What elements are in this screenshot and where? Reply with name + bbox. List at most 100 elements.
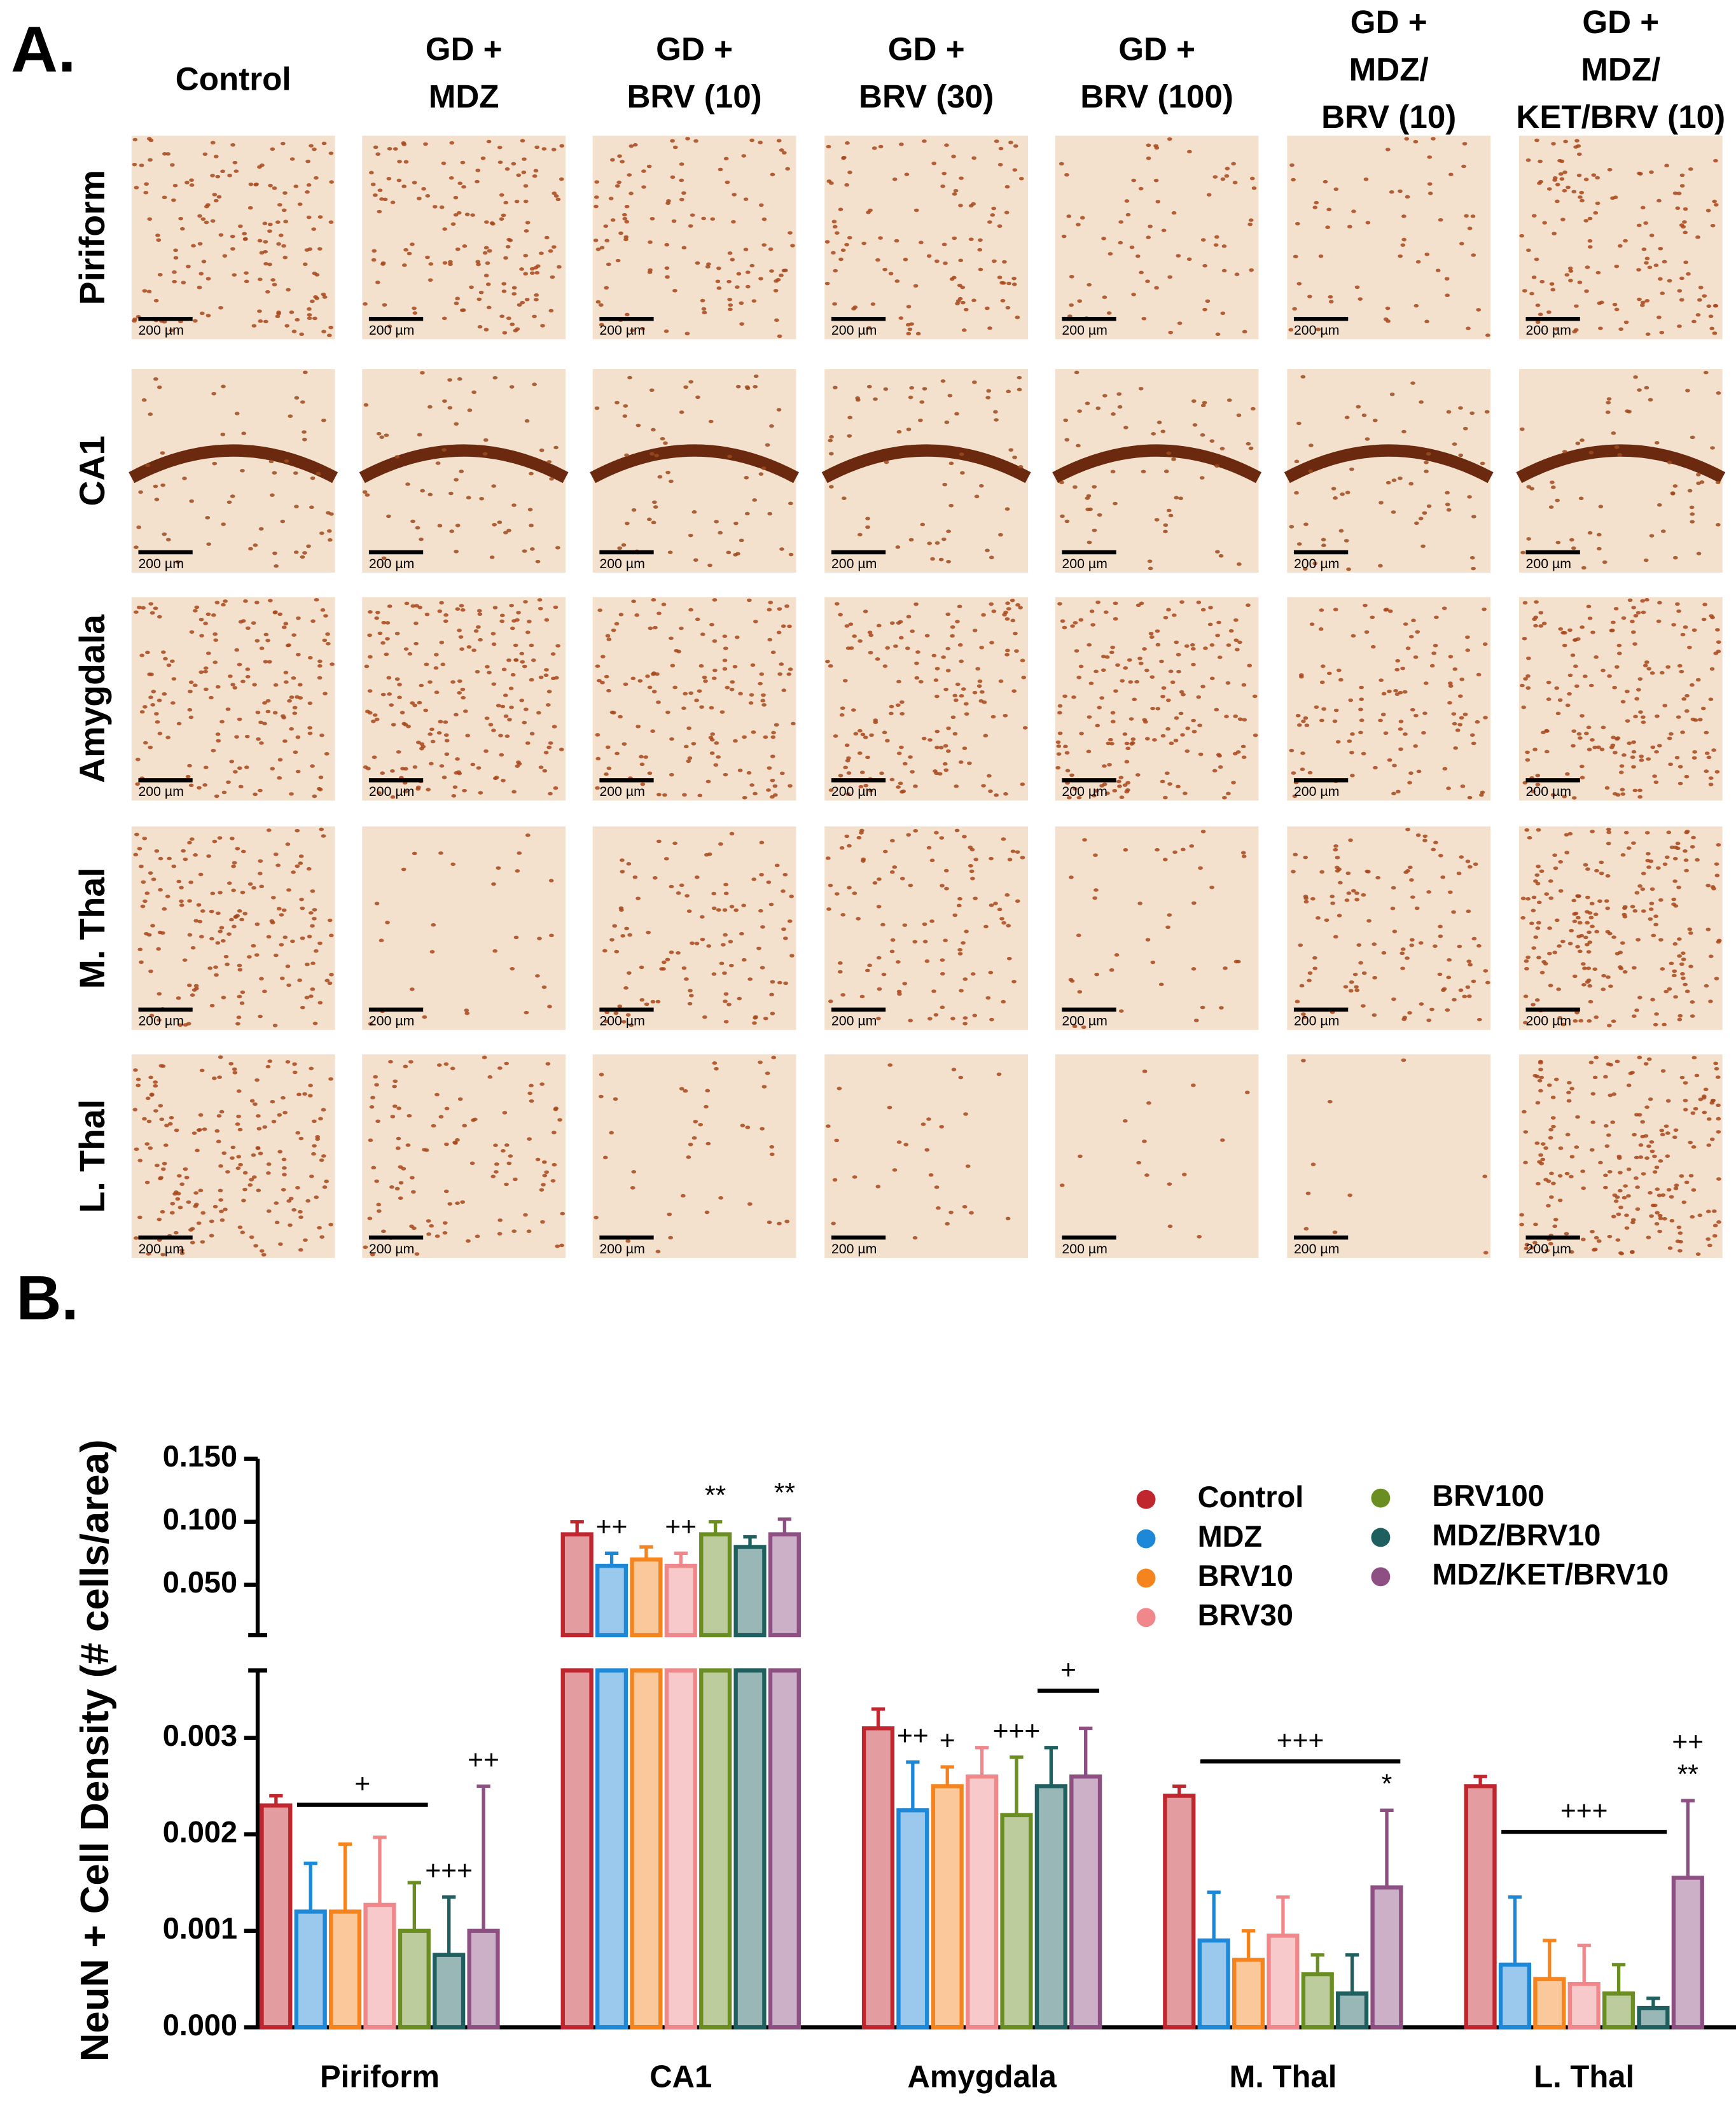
- cell: [761, 217, 767, 221]
- cell: [1471, 937, 1477, 941]
- cell: [511, 292, 517, 296]
- cell: [723, 646, 728, 650]
- cell: [514, 199, 520, 204]
- cell: [538, 765, 544, 769]
- cell: [496, 866, 501, 870]
- cell: [700, 632, 705, 636]
- cell: [1625, 719, 1630, 723]
- cell: [294, 396, 300, 400]
- cell: [605, 634, 611, 638]
- cell: [281, 1188, 286, 1192]
- cell: [307, 313, 312, 317]
- cell: [538, 606, 543, 611]
- cell: [1654, 1166, 1660, 1169]
- cell: [276, 242, 281, 246]
- cell: [1585, 895, 1590, 900]
- cell: [378, 938, 384, 942]
- cell: [462, 709, 468, 713]
- cell: [919, 400, 925, 404]
- cell: [1596, 1239, 1602, 1243]
- cell: [1431, 137, 1436, 141]
- cell: [162, 532, 167, 536]
- cell: [610, 158, 615, 162]
- cell: [1594, 930, 1600, 934]
- cell: [1168, 669, 1174, 673]
- cell: [751, 877, 757, 881]
- cell: [977, 247, 983, 252]
- error-bar: [639, 1545, 653, 1560]
- cell: [1373, 765, 1378, 770]
- cell: [681, 246, 687, 250]
- cell: [873, 720, 878, 725]
- cell: [1423, 681, 1429, 685]
- cell: [153, 298, 159, 303]
- cell: [688, 380, 693, 384]
- cell: [258, 1014, 263, 1019]
- cell: [1144, 1173, 1149, 1177]
- cell: [1635, 611, 1641, 615]
- cell: [1139, 270, 1144, 275]
- cell: [1630, 755, 1635, 759]
- cell: [286, 983, 291, 987]
- cell: [1547, 926, 1552, 930]
- cell: [617, 1004, 623, 1008]
- cell: [271, 896, 276, 900]
- cell: [158, 1176, 163, 1181]
- cell: [266, 1162, 272, 1166]
- cell: [845, 758, 851, 763]
- cell: [1624, 1226, 1630, 1230]
- cell: [972, 1014, 978, 1017]
- cell: [1426, 452, 1431, 456]
- cell: [441, 448, 447, 452]
- cell: [1292, 794, 1298, 798]
- cell: [1087, 282, 1092, 287]
- cell: [894, 239, 899, 243]
- cell: [602, 949, 608, 953]
- cell: [1001, 837, 1006, 841]
- cell: [1620, 788, 1625, 791]
- cell: [440, 662, 446, 667]
- cell: [507, 718, 512, 721]
- cell: [933, 1013, 939, 1017]
- cell: [1569, 1155, 1575, 1159]
- cell: [259, 646, 265, 650]
- cell: [1665, 1131, 1670, 1135]
- cell: [879, 771, 884, 776]
- cell: [646, 164, 652, 169]
- cell: [141, 606, 146, 610]
- cell: [1064, 519, 1070, 524]
- cell: [1011, 282, 1017, 286]
- cell: [1562, 795, 1567, 798]
- cell: [1391, 791, 1396, 796]
- cell: [831, 251, 836, 255]
- cell: [523, 253, 529, 258]
- cell: [790, 244, 795, 247]
- cell: [1142, 1069, 1148, 1073]
- cell: [1294, 459, 1300, 464]
- cell: [1136, 1160, 1141, 1165]
- cell: [1176, 653, 1181, 657]
- cell: [1237, 640, 1242, 644]
- cell: [1672, 969, 1677, 973]
- cell: [1207, 622, 1213, 627]
- cell: [1648, 1191, 1653, 1195]
- cell: [756, 946, 761, 951]
- cell: [1333, 187, 1339, 192]
- cell: [1679, 276, 1684, 281]
- cell: [668, 1236, 673, 1240]
- cell: [770, 795, 775, 799]
- cell: [319, 1235, 325, 1239]
- cell: [883, 387, 889, 391]
- cell: [196, 1221, 202, 1225]
- cell: [686, 1155, 691, 1159]
- cell: [1483, 1251, 1489, 1255]
- cell: [401, 263, 407, 267]
- cell: [253, 1244, 258, 1248]
- cell: [327, 981, 333, 986]
- cell: [711, 676, 717, 680]
- cell: [954, 698, 959, 702]
- error-bar: [1010, 1755, 1024, 1815]
- cell: [1105, 791, 1110, 795]
- cell: [1471, 515, 1476, 519]
- cell: [669, 772, 674, 777]
